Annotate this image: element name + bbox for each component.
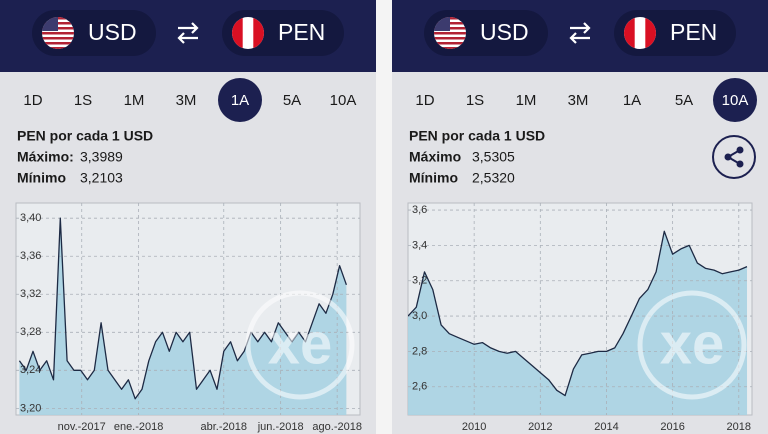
y-tick-label: 3,20 — [20, 402, 41, 414]
range-tab[interactable]: 5A — [675, 92, 693, 109]
range-tab[interactable]: 1D — [415, 92, 434, 109]
watermark-ring — [637, 290, 747, 400]
min-value: 2,5320 — [472, 170, 515, 186]
info-title: PEN por cada 1 USD — [409, 128, 545, 144]
range-tab[interactable]: 1S — [466, 92, 484, 109]
y-tick-label: 2,8 — [412, 345, 427, 357]
y-tick-label: 3,36 — [20, 250, 41, 262]
max-value: 3,5305 — [472, 149, 515, 165]
from-code: USD — [88, 19, 137, 45]
watermark: xe — [268, 311, 333, 376]
info-title: PEN por cada 1 USD — [17, 128, 153, 144]
swap-button[interactable] — [177, 22, 199, 44]
area — [408, 231, 748, 415]
min-label: Mínimo — [409, 170, 458, 186]
range-tab[interactable]: 10A — [330, 92, 357, 109]
range-tab[interactable]: 1M — [124, 92, 145, 109]
x-tick-label: ene.-2018 — [114, 421, 164, 433]
y-tick-label: 3,0 — [412, 310, 427, 322]
y-tick-label: 2,6 — [412, 381, 427, 393]
x-tick-label: 2016 — [660, 421, 684, 433]
max-label: Máximo: — [17, 149, 74, 165]
x-tick-label: nov.-2017 — [58, 421, 106, 433]
x-tick-label: 2018 — [727, 421, 751, 433]
watermark-ring — [245, 290, 355, 400]
to-code: PEN — [278, 19, 325, 45]
x-tick-label: jun.-2018 — [257, 421, 304, 433]
screen: USD PEN PEN por cada 1 USD Máximo 3,5305… — [392, 0, 768, 434]
y-tick-label: 3,40 — [20, 212, 41, 224]
y-tick-label: 3,4 — [412, 239, 427, 251]
active-tab — [713, 78, 757, 122]
max-label: Máximo — [409, 149, 461, 165]
screen: USD PEN PEN por cada 1 USD Máximo: 3,398… — [0, 0, 376, 434]
x-tick-label: 2012 — [528, 421, 552, 433]
min-value: 3,2103 — [80, 170, 123, 186]
y-tick-label: 3,32 — [20, 288, 41, 300]
y-tick-label: 3,2 — [412, 275, 427, 287]
share-button[interactable] — [712, 135, 756, 179]
x-tick-label: 2010 — [462, 421, 486, 433]
y-tick-label: 3,28 — [20, 326, 41, 338]
watermark: xe — [660, 311, 725, 376]
range-tab[interactable]: 1M — [516, 92, 537, 109]
from-code: USD — [480, 19, 529, 45]
line — [408, 230, 748, 397]
peru-flag — [232, 17, 264, 49]
x-tick-label: abr.-2018 — [201, 421, 247, 433]
range-tab[interactable]: 3M — [568, 92, 589, 109]
x-tick-label: ago.-2018 — [312, 421, 362, 433]
y-tick-label: 3,24 — [20, 364, 41, 376]
range-tab[interactable]: 1D — [23, 92, 42, 109]
range-tab[interactable]: 10A — [722, 92, 749, 109]
peru-flag — [624, 17, 656, 49]
y-tick-label: 3,6 — [412, 204, 427, 216]
swap-button[interactable] — [569, 22, 591, 44]
to-code: PEN — [670, 19, 717, 45]
x-tick-label: 2014 — [594, 421, 618, 433]
active-tab — [218, 78, 262, 122]
us-flag — [434, 17, 466, 49]
max-value: 3,3989 — [80, 149, 123, 165]
line — [18, 217, 348, 400]
range-tab[interactable]: 5A — [283, 92, 301, 109]
range-tab[interactable]: 1S — [74, 92, 92, 109]
area — [19, 218, 347, 415]
range-tab[interactable]: 1A — [623, 92, 641, 109]
range-tab[interactable]: 3M — [176, 92, 197, 109]
range-tab[interactable]: 1A — [231, 92, 249, 109]
min-label: Mínimo — [17, 170, 66, 186]
